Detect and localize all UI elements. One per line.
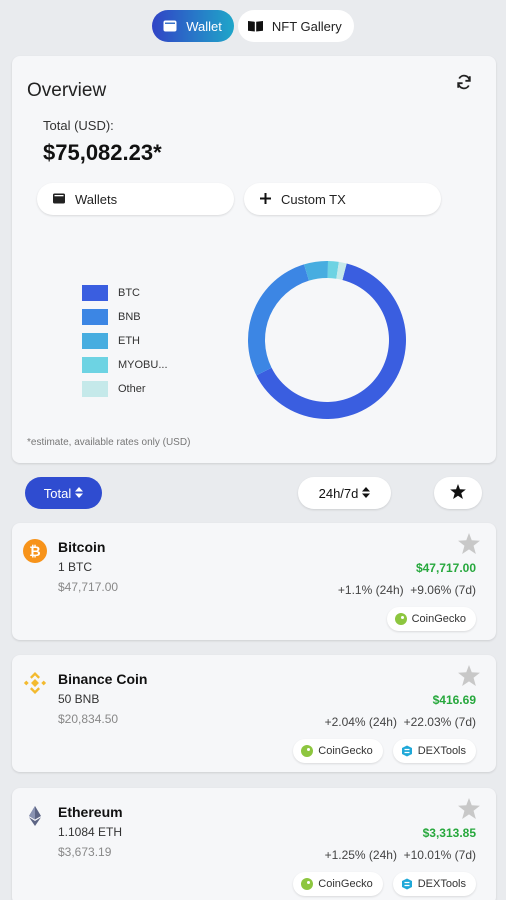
slice-bnb [248,264,309,376]
coingecko-source-button[interactable]: CoinGecko [386,607,476,631]
tab-group: Wallet NFT Gallery [152,10,354,42]
legend-item-myobu: MYOBU... [82,353,168,377]
price-sources: CoinGecko DEXTools [293,739,476,763]
source-label: DEXTools [417,745,466,757]
coin-amount: 1 BTC [58,560,93,574]
coingecko-source-button[interactable]: CoinGecko [293,739,383,763]
wallet-icon [162,18,178,34]
sort-updown-icon [75,486,84,500]
wallets-button[interactable]: Wallets [37,183,234,215]
coin-amount: 1.1084 ETH [58,825,123,839]
coin-holding-value: $47,717.00 [58,580,119,594]
overview-card: Overview Total (USD): $75,082.23* Wallet… [12,56,496,463]
svg-text:₿: ₿ [29,544,40,560]
legend-swatch [82,381,108,397]
bitcoin-logo-icon: ₿ [23,539,47,563]
tab-nft-gallery[interactable]: NFT Gallery [237,10,354,42]
source-label: DEXTools [417,878,466,890]
coin-name: Binance Coin [58,671,148,687]
dextools-icon [401,745,413,757]
binance-logo-icon [23,671,47,695]
tab-wallet[interactable]: Wallet [152,10,234,42]
legend-item-bnb: BNB [82,305,168,329]
coin-holding-value: $3,673.19 [58,845,112,859]
legend-item-btc: BTC [82,281,168,305]
favorite-star-icon[interactable] [458,665,480,687]
coin-price: $47,717.00 [415,561,476,575]
coin-change: +2.04% (24h) +22.03% (7d) [324,715,476,729]
slice-other [336,261,347,280]
legend-label: ETH [118,335,140,347]
coin-price: $416.69 [432,693,476,707]
coingecko-icon [394,613,407,625]
legend-swatch [82,357,108,373]
tab-nft-gallery-label: NFT Gallery [271,18,342,34]
legend-label: Other [118,383,146,395]
coin-price: $3,313.85 [422,826,476,840]
favorites-filter-button[interactable] [434,477,482,509]
slice-eth [304,261,328,281]
coin-change: +1.25% (24h) +10.01% (7d) [324,848,476,862]
star-icon [450,484,466,502]
sort-total-button[interactable]: Total [25,477,102,509]
legend-swatch [82,309,108,325]
sort-total-label: Total [43,485,72,501]
price-sources: CoinGecko [386,607,476,631]
wallets-button-label: Wallets [75,191,118,207]
plus-icon [260,192,271,207]
legend-swatch [82,285,108,301]
legend-swatch [82,333,108,349]
source-label: CoinGecko [318,878,373,890]
estimate-footnote: *estimate, available rates only (USD) [27,437,191,448]
source-label: CoinGecko [411,613,466,625]
overview-title: Overview [27,80,107,101]
coin-holding-value: $20,834.50 [58,712,119,726]
coin-amount: 50 BNB [58,692,100,706]
sort-updown-icon [362,486,371,500]
coin-name: Ethereum [58,804,123,820]
dextools-icon [401,878,413,890]
total-label: Total (USD): [43,118,114,133]
dextools-source-button[interactable]: DEXTools [392,739,476,763]
legend-item-other: Other [82,377,168,401]
favorite-star-icon[interactable] [458,798,480,820]
ethereum-logo-icon [23,804,47,828]
coin-change: +1.1% (24h) +9.06% (7d) [337,583,476,597]
book-icon [248,18,264,34]
coin-card-ethereum[interactable]: Ethereum 1.1084 ETH $3,673.19 $3,313.85 … [12,788,496,900]
coin-name: Bitcoin [58,539,106,555]
favorite-star-icon[interactable] [458,533,480,555]
price-sources: CoinGecko DEXTools [293,872,476,896]
custom-tx-button[interactable]: Custom TX [244,183,441,215]
custom-tx-button-label: Custom TX [281,191,346,207]
top-switcher: Wallet NFT Gallery [0,10,506,42]
period-label: 24h/7d [318,485,359,501]
coingecko-icon [301,745,314,757]
coin-card-bitcoin[interactable]: ₿ Bitcoin 1 BTC $47,717.00 $47,717.00 +1… [12,523,496,640]
slice-myobu [327,261,339,279]
legend-label: BTC [118,287,140,299]
refresh-icon[interactable] [454,72,474,92]
source-label: CoinGecko [318,745,373,757]
wallet-icon [53,192,65,207]
chart-legend: BTC BNB ETH MYOBU... Other [82,281,168,401]
legend-item-eth: ETH [82,329,168,353]
coingecko-source-button[interactable]: CoinGecko [293,872,383,896]
portfolio-donut-chart [248,261,406,419]
legend-label: BNB [118,311,141,323]
dextools-source-button[interactable]: DEXTools [392,872,476,896]
period-toggle-button[interactable]: 24h/7d [298,477,391,509]
total-value: $75,082.23* [43,140,162,165]
coingecko-icon [301,878,314,890]
coin-card-binance-coin[interactable]: Binance Coin 50 BNB $20,834.50 $416.69 +… [12,655,496,772]
legend-label: MYOBU... [118,359,168,371]
tab-wallet-label: Wallet [186,18,222,34]
